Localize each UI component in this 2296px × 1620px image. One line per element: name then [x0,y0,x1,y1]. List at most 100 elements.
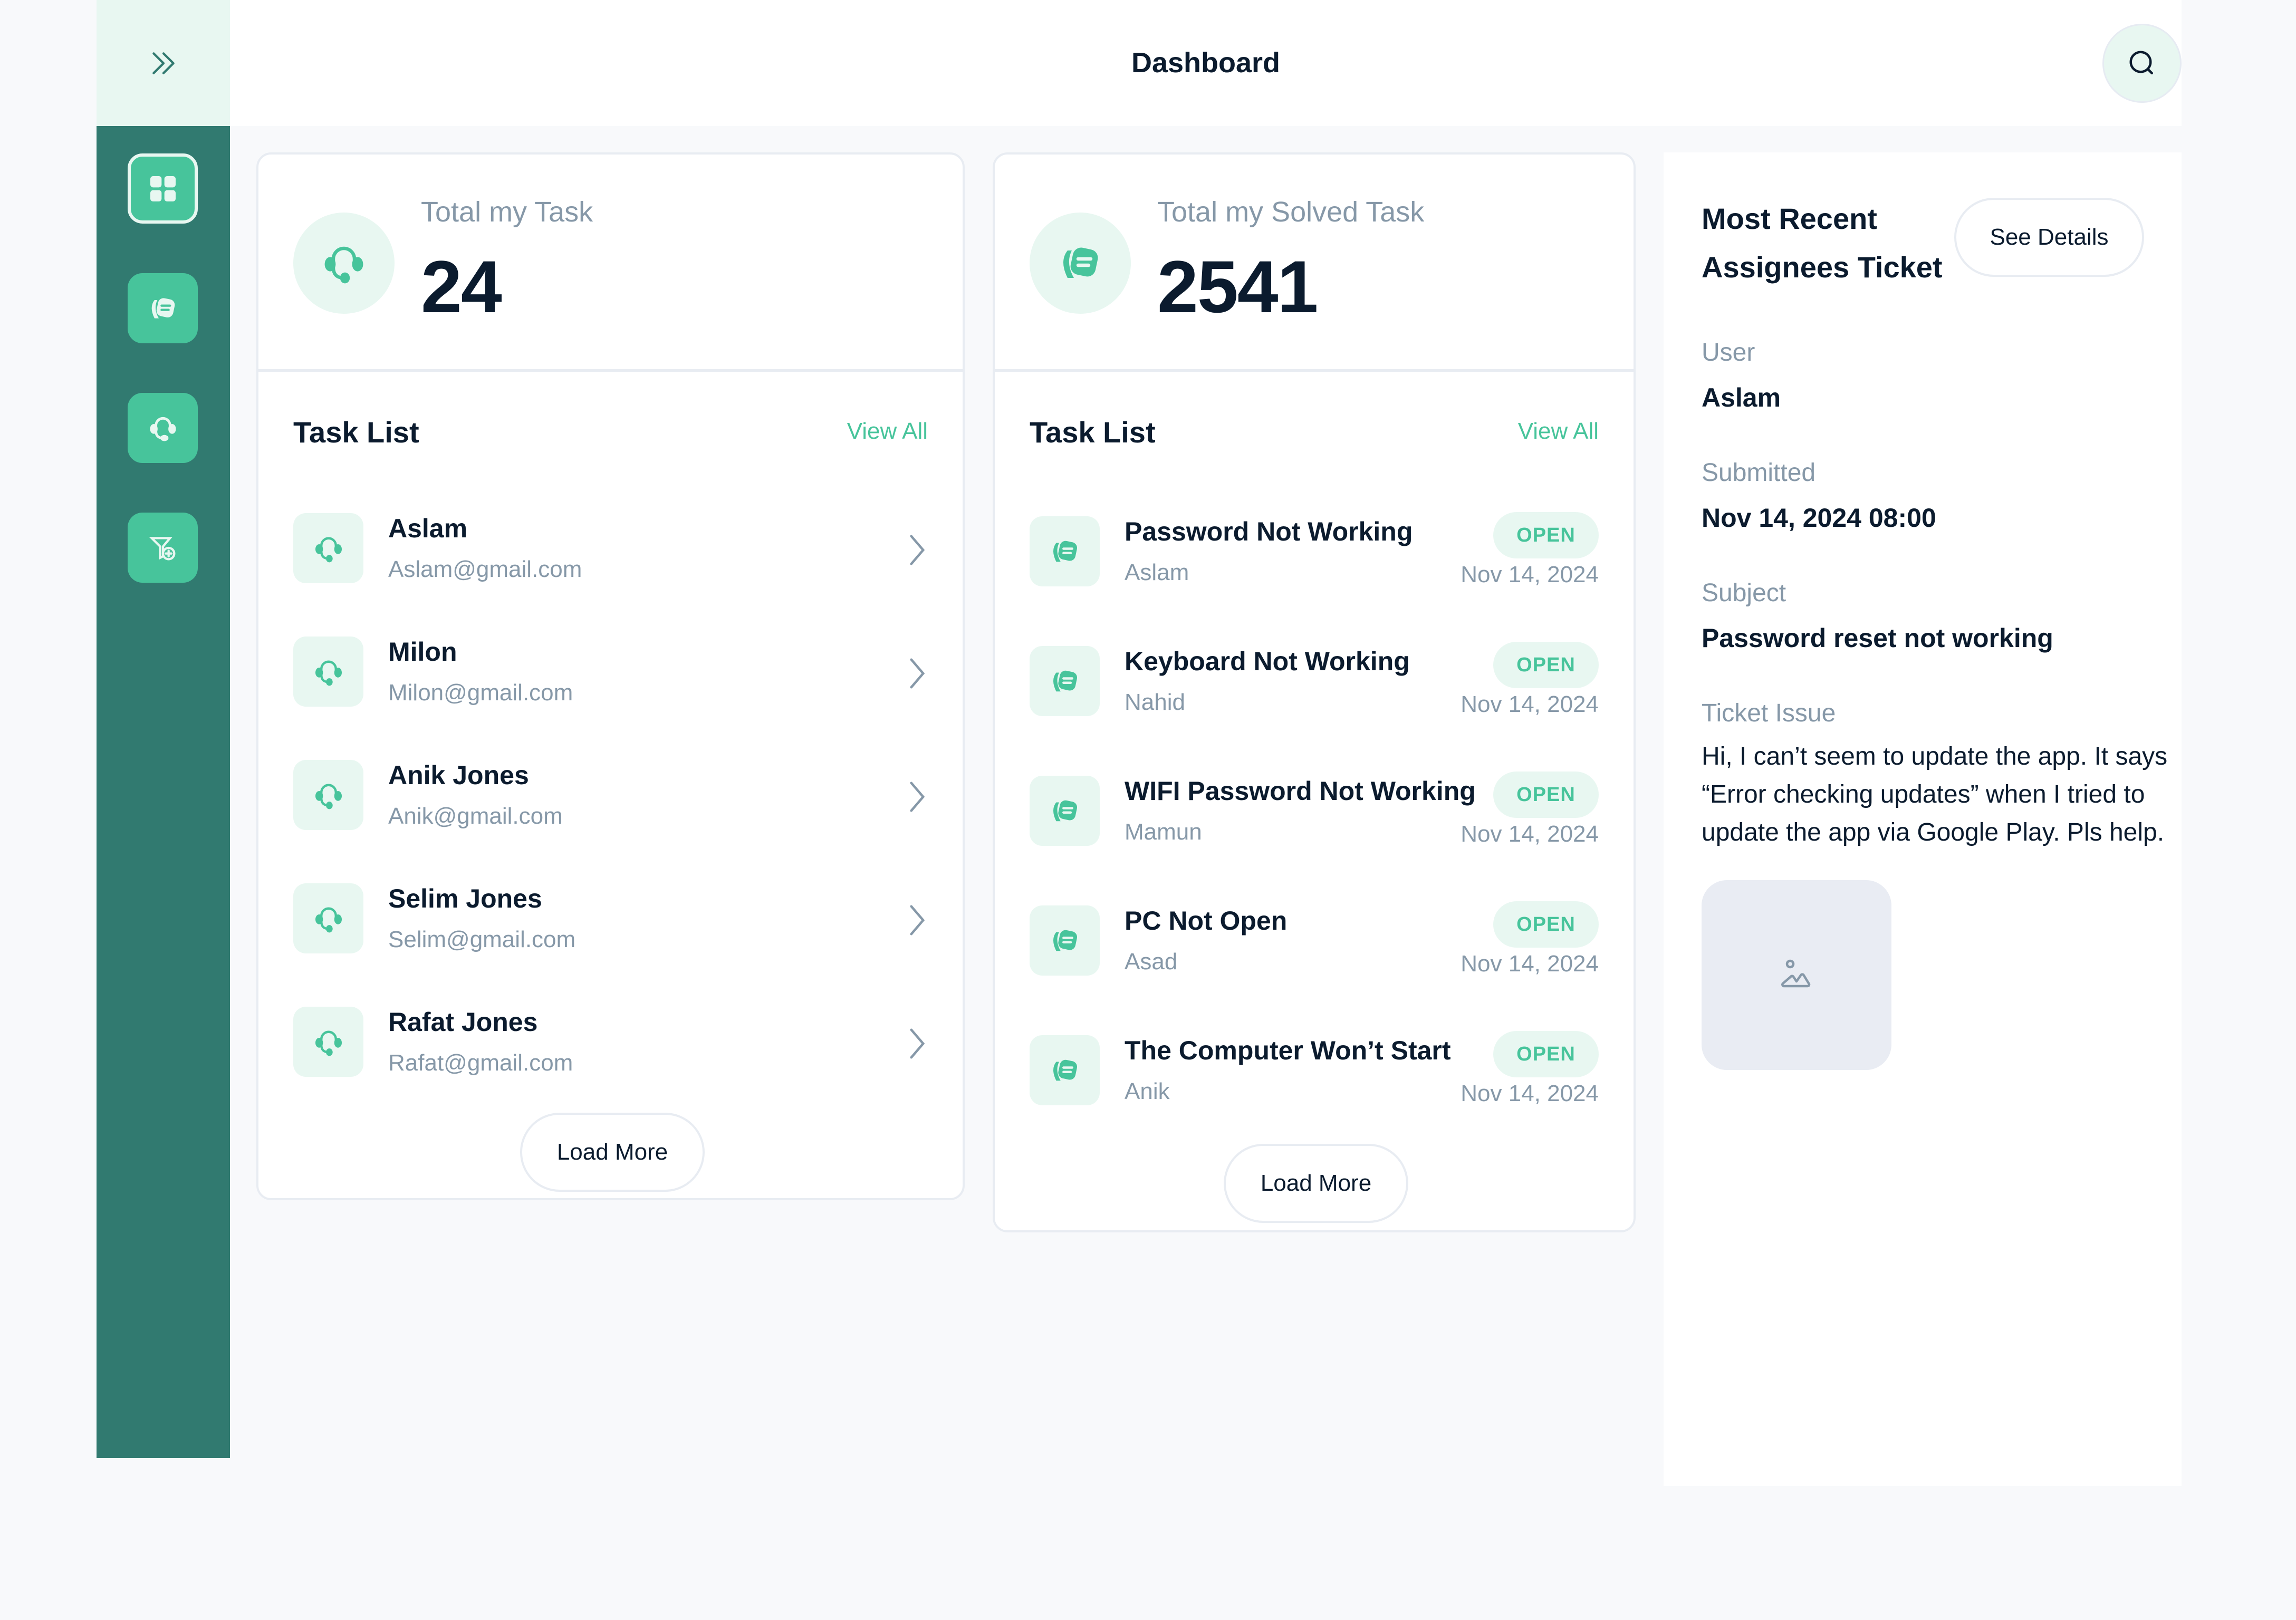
ticket-row[interactable]: The Computer Won’t Start Anik OPEN Nov 1… [1030,1031,1599,1109]
chevron-right-icon[interactable] [907,534,928,566]
row-icon-bg [293,637,363,707]
list-item[interactable]: Milon Milon@gmail.com [293,637,928,710]
image-placeholder-icon [1781,959,1811,988]
row-icon-bg [1030,646,1100,716]
ticket-title: WIFI Password Not Working [1125,776,1476,806]
ticket-icon [1053,930,1077,951]
chevron-right-icon[interactable] [907,658,928,689]
load-more-button[interactable]: Load More [520,1113,705,1192]
sidebar-item-tickets[interactable] [128,273,198,343]
ticket-title: The Computer Won’t Start [1125,1036,1451,1065]
sidebar-item-support[interactable] [128,393,198,463]
ticket-user: Asad [1125,949,1178,975]
row-icon-bg [293,760,363,830]
ticket-date: Nov 14, 2024 [1461,951,1599,977]
stat-value: 24 [421,245,502,328]
see-details-button[interactable]: See Details [1954,198,2144,277]
ticket-user: Mamun [1125,819,1202,845]
status-badge: OPEN [1493,772,1599,818]
issue-text: Hi, I can’t seem to update the app. It s… [1702,742,2168,846]
sidebar [97,126,230,1458]
submitted-label: Submitted [1702,459,1816,487]
user-name: Anik Jones [388,760,529,790]
row-icon-bg [1030,776,1100,846]
ticket-icon [1063,247,1098,278]
view-all-link[interactable]: View All [1517,418,1599,444]
headset-icon [315,660,342,686]
user-name: Rafat Jones [388,1007,538,1037]
user-email: Milon@gmail.com [388,680,573,706]
user-name: Aslam [388,514,468,543]
ticket-title: Keyboard Not Working [1125,647,1410,676]
view-all-link[interactable]: View All [847,418,928,444]
list-header: Task List View All [995,372,1634,493]
stat-icon-bg [293,213,395,314]
page-title: Dashboard [1131,47,1281,79]
chevron-right-icon[interactable] [907,781,928,813]
attachment-thumbnail[interactable] [1702,880,1891,1070]
headset-icon [315,537,342,562]
ticket-title: Password Not Working [1125,517,1413,546]
row-icon-bg [1030,1035,1100,1105]
row-icon-bg [293,513,363,583]
user-email: Rafat@gmail.com [388,1050,573,1076]
sidebar-item-dashboard[interactable] [128,153,198,224]
headset-icon [315,1030,342,1056]
headset-icon [315,784,342,809]
row-icon-bg [1030,905,1100,976]
load-more-button[interactable]: Load More [1224,1144,1408,1223]
panel-title-line2: Assignees Ticket [1702,250,1943,284]
user-email: Anik@gmail.com [388,803,563,829]
ticket-user: Aslam [1125,560,1189,585]
list-item[interactable]: Rafat Jones Rafat@gmail.com [293,1007,928,1081]
ticket-row[interactable]: Keyboard Not Working Nahid OPEN Nov 14, … [1030,642,1599,720]
status-badge: OPEN [1493,512,1599,558]
user-name: Selim Jones [388,884,542,913]
status-badge: OPEN [1493,642,1599,688]
ticket-date: Nov 14, 2024 [1461,691,1599,717]
ticket-icon [1053,541,1077,562]
ticket-icon [1053,670,1077,691]
ticket-user: Anik [1125,1078,1170,1104]
ticket-row[interactable]: WIFI Password Not Working Mamun OPEN Nov… [1030,772,1599,850]
subject-value: Password reset not working [1702,623,2053,653]
stat-label: Total my Solved Task [1157,196,1425,228]
task-card: Total my Task 24 Task List View All Asla… [256,152,965,1200]
subject-label: Subject [1702,579,1786,607]
headset-icon [324,246,363,284]
solved-stat: Total my Solved Task 2541 [995,155,1634,372]
submitted-value: Nov 14, 2024 08:00 [1702,503,1936,533]
top-header: Dashboard [230,0,2182,126]
user-email: Aslam@gmail.com [388,556,582,582]
ticket-title: PC Not Open [1125,906,1288,936]
list-title: Task List [1030,416,1156,449]
list-item[interactable]: Anik Jones Anik@gmail.com [293,760,928,834]
ticket-icon [1053,1059,1077,1081]
chevron-right-icon[interactable] [907,904,928,936]
stat-label: Total my Task [421,196,593,228]
search-button[interactable] [2102,24,2182,103]
list-title: Task List [293,416,419,449]
row-icon-bg [293,1007,363,1077]
chevron-right-icon[interactable] [907,1028,928,1059]
double-chevron-right-icon [152,52,175,74]
task-stat: Total my Task 24 [258,155,963,372]
ticket-icon [1053,800,1077,821]
ticket-date: Nov 14, 2024 [1461,1081,1599,1106]
issue-label: Ticket Issue [1702,699,1836,727]
list-item[interactable]: Aslam Aslam@gmail.com [293,513,928,587]
stat-icon-bg [1030,213,1131,314]
row-icon-bg [293,883,363,953]
row-icon-bg [1030,516,1100,586]
status-badge: OPEN [1493,901,1599,948]
filter-plus-icon [149,536,175,560]
ticket-row[interactable]: Password Not Working Aslam OPEN Nov 14, … [1030,512,1599,590]
sidebar-toggle[interactable] [97,0,230,126]
sidebar-item-filter-add[interactable] [128,513,198,583]
ticket-date: Nov 14, 2024 [1461,821,1599,847]
headset-icon [149,417,176,441]
list-item[interactable]: Selim Jones Selim@gmail.com [293,883,928,957]
ticket-row[interactable]: PC Not Open Asad OPEN Nov 14, 2024 [1030,901,1599,979]
user-name: Milon [388,637,457,667]
user-value: Aslam [1702,383,1781,412]
